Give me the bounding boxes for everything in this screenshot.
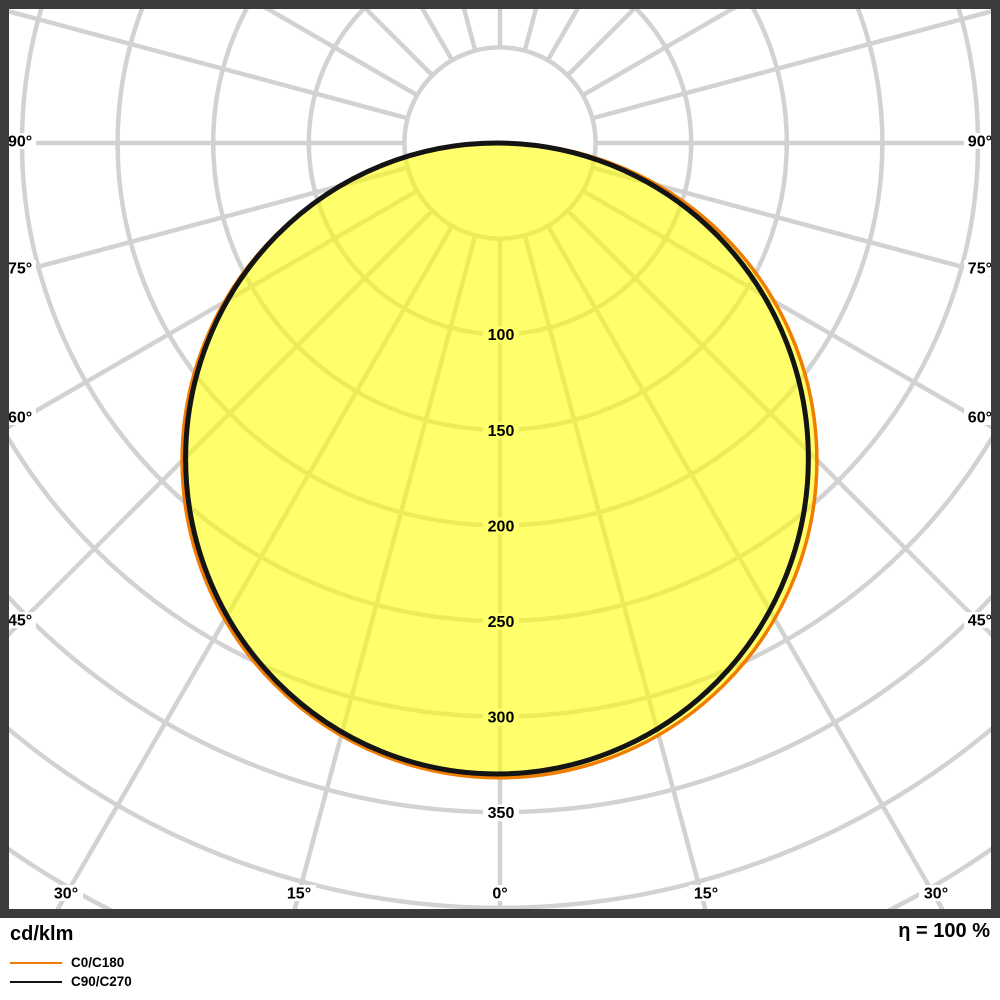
angle-label-backing <box>7 612 36 628</box>
angle-tick-label-right: 90° <box>968 134 992 151</box>
radial-label-backing <box>483 613 519 630</box>
angle-label-backing <box>49 885 83 901</box>
grid-ray <box>591 9 991 121</box>
angle-tick-label-bottom: 15° <box>694 886 718 903</box>
radial-tick-label: 350 <box>488 805 515 822</box>
angle-tick-label-left: 90° <box>8 134 32 151</box>
radial-label-backing <box>483 804 519 822</box>
intensity-curves <box>180 140 819 780</box>
radial-tick-label: 100 <box>488 327 515 344</box>
radial-tick-label: 200 <box>488 518 515 535</box>
angle-label-backing <box>689 885 723 901</box>
radial-label-backing <box>483 421 519 439</box>
grid-ray <box>9 165 409 277</box>
angle-label-backing <box>964 260 993 276</box>
grid-ray <box>591 165 991 277</box>
angle-tick-label-right: 60° <box>968 410 992 427</box>
legend-label-c0-c180: C0/C180 <box>71 955 125 970</box>
legend-line-c90-c270-icon <box>10 981 62 983</box>
legend-label-c90-c270: C90/C270 <box>71 974 132 989</box>
angle-tick-label-bottom: 15° <box>287 886 311 903</box>
legend-line-c0-c180-icon <box>10 962 62 964</box>
intensity-curve-c90-c270 <box>183 140 811 777</box>
radial-label-backing <box>483 517 519 535</box>
axis-labels: 100 150 200 250 300 350 90° 75° 60° 45° 90° 75° 60° 4… <box>7 133 993 903</box>
polar-chart: 100 150 200 250 300 350 90° 75° 60° 45° 90° 75° 60° 4… <box>0 0 1000 918</box>
angle-label-backing <box>7 409 36 425</box>
grid-ray <box>263 9 419 98</box>
angle-label-backing <box>282 885 316 901</box>
grid-ray <box>9 9 409 121</box>
radial-label-backing <box>483 708 519 726</box>
angle-tick-label-left: 45° <box>8 613 32 630</box>
angle-label-backing <box>964 133 993 149</box>
angle-label-backing <box>7 133 36 149</box>
angle-tick-label-right: 45° <box>968 613 992 630</box>
radial-label-backing <box>483 326 519 344</box>
angle-label-backing <box>7 260 36 276</box>
radial-tick-label: 250 <box>488 614 515 631</box>
angle-tick-label-bottom: 30° <box>54 886 78 903</box>
efficiency-value: η = 100 % <box>898 920 990 942</box>
unit-label: cd/klm <box>10 923 74 945</box>
legend-item-c0-c180: C0/C180 <box>10 956 124 970</box>
angle-tick-label-bottom: 30° <box>924 886 948 903</box>
angle-label-backing <box>483 885 517 901</box>
polar-chart-svg: 100 150 200 250 300 350 90° 75° 60° 45° 90° 75° 60° 4… <box>0 0 1000 918</box>
angle-label-backing <box>964 409 993 425</box>
angle-tick-label-right: 75° <box>968 261 992 278</box>
angle-label-backing <box>964 612 993 628</box>
angle-tick-label-left: 75° <box>8 261 32 278</box>
legend-item-c90-c270: C90/C270 <box>10 975 132 989</box>
grid-ray <box>581 9 737 98</box>
radial-tick-label: 150 <box>488 423 515 440</box>
radial-tick-label: 300 <box>488 710 515 727</box>
angle-tick-label-bottom: 0° <box>492 886 507 903</box>
plot-frame <box>0 0 1000 918</box>
angle-label-backing <box>919 885 953 901</box>
angle-tick-label-left: 60° <box>8 410 32 427</box>
